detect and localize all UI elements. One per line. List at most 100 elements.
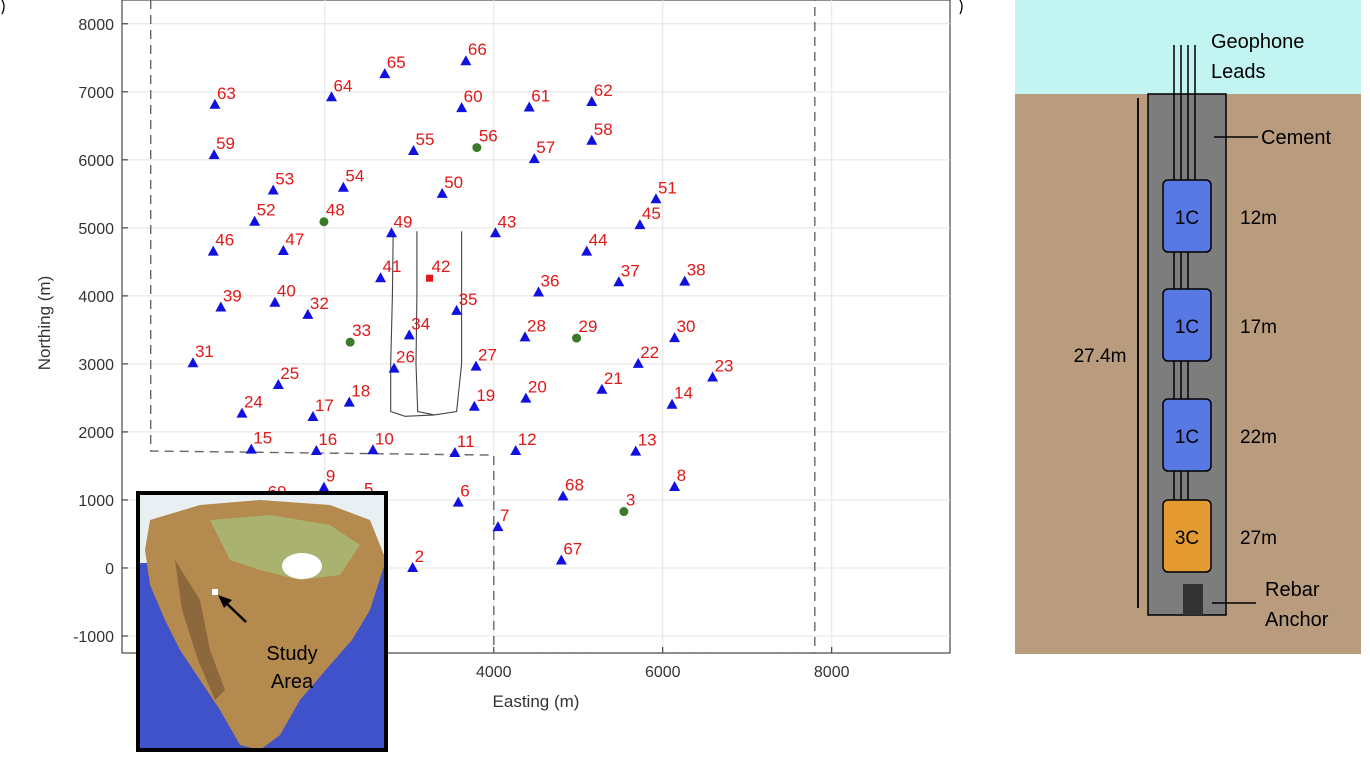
deep-station-marker bbox=[619, 507, 629, 517]
study-area-marker bbox=[212, 589, 218, 595]
x-tick-label: 6000 bbox=[645, 664, 681, 681]
study-region-outline bbox=[150, 0, 816, 654]
station-label: 50 bbox=[444, 173, 463, 192]
y-tick-label: 4000 bbox=[78, 289, 114, 306]
station-marker bbox=[555, 554, 567, 565]
y-tick-label: 7000 bbox=[78, 85, 114, 102]
station-marker bbox=[586, 134, 598, 145]
y-tick-label: 6000 bbox=[78, 153, 114, 170]
station-markers: 1245367891011121314151617181920212223242… bbox=[187, 40, 734, 572]
cropped-panel-letter-a bbox=[1, 0, 5, 15]
station-marker bbox=[310, 444, 322, 455]
station-marker bbox=[318, 481, 330, 492]
well-path bbox=[434, 231, 463, 416]
station-label: 66 bbox=[468, 40, 487, 59]
station-marker bbox=[630, 445, 642, 456]
station-marker bbox=[209, 98, 221, 109]
x-tick-label: 4000 bbox=[476, 664, 512, 681]
station-marker bbox=[520, 392, 532, 403]
inset-frame bbox=[136, 491, 388, 752]
station-label: 8 bbox=[677, 466, 686, 485]
station-label: 25 bbox=[280, 364, 299, 383]
station-marker bbox=[187, 357, 199, 368]
station-label: 54 bbox=[345, 167, 364, 186]
deep-station-marker bbox=[572, 333, 582, 343]
station-marker bbox=[470, 360, 482, 371]
station-label: 20 bbox=[528, 378, 547, 397]
station-marker bbox=[302, 308, 314, 319]
inset-lowlands bbox=[210, 515, 360, 580]
station-marker bbox=[669, 481, 681, 492]
station-label: 49 bbox=[394, 212, 413, 231]
station-label: 45 bbox=[642, 204, 661, 223]
station-label: 12 bbox=[518, 430, 537, 449]
inset-map: Study Area bbox=[136, 491, 388, 752]
station-label: 36 bbox=[541, 271, 560, 290]
station-marker bbox=[375, 272, 387, 283]
station-marker bbox=[523, 101, 535, 112]
station-marker bbox=[386, 227, 398, 238]
station-label: 67 bbox=[563, 539, 582, 558]
station-label: 61 bbox=[531, 86, 550, 105]
station-marker bbox=[267, 184, 279, 195]
station-marker bbox=[533, 286, 545, 297]
station-marker bbox=[492, 521, 504, 532]
y-tick-label: 8000 bbox=[78, 17, 114, 34]
station-label: 56 bbox=[479, 127, 498, 146]
station-marker bbox=[581, 245, 593, 256]
station-label: 37 bbox=[621, 261, 640, 280]
inset-mountains bbox=[175, 560, 225, 700]
station-label: 33 bbox=[352, 321, 371, 340]
station-label: 52 bbox=[257, 201, 276, 220]
station-marker bbox=[669, 332, 681, 343]
station-label: 22 bbox=[640, 343, 659, 362]
station-marker bbox=[468, 400, 480, 411]
station-marker bbox=[557, 490, 569, 501]
station-label: 38 bbox=[687, 261, 706, 280]
station-label: 29 bbox=[579, 317, 598, 336]
station-label: 32 bbox=[310, 294, 329, 313]
station-marker bbox=[407, 561, 419, 572]
y-tick-label: 0 bbox=[105, 561, 114, 578]
station-label: 34 bbox=[411, 314, 430, 333]
station-marker bbox=[407, 145, 419, 156]
study-area-arrowhead bbox=[218, 595, 232, 608]
station-marker bbox=[666, 398, 678, 409]
deep-station-marker bbox=[345, 337, 355, 347]
station-marker bbox=[277, 244, 289, 255]
station-marker bbox=[307, 410, 319, 421]
deep-station-marker bbox=[319, 217, 329, 227]
station-marker bbox=[707, 371, 719, 382]
station-label: 39 bbox=[223, 286, 242, 305]
station-marker bbox=[207, 245, 219, 256]
station-marker bbox=[528, 153, 540, 164]
x-axis-label: Easting (m) bbox=[493, 692, 580, 711]
station-marker bbox=[452, 496, 464, 507]
station-marker bbox=[460, 55, 472, 66]
station-label: 26 bbox=[396, 348, 415, 367]
station-label: 64 bbox=[334, 76, 353, 95]
station-marker bbox=[436, 187, 448, 198]
station-marker bbox=[596, 383, 608, 394]
station-marker bbox=[586, 96, 598, 107]
station-marker bbox=[632, 357, 644, 368]
deep-station-marker bbox=[472, 143, 482, 153]
station-label: 3 bbox=[626, 491, 635, 510]
well-path bbox=[390, 231, 435, 417]
y-axis-label: Northing (m) bbox=[35, 276, 54, 370]
station-label: 2 bbox=[415, 547, 424, 566]
station-label: 18 bbox=[351, 382, 370, 401]
station-marker bbox=[679, 275, 691, 286]
station-marker bbox=[208, 149, 220, 160]
region-boundary bbox=[150, 0, 816, 654]
station-label: 53 bbox=[275, 169, 294, 188]
station-label: 15 bbox=[253, 429, 272, 448]
station-marker bbox=[634, 219, 646, 230]
y-tick-label: 2000 bbox=[78, 425, 114, 442]
study-area-arrow bbox=[223, 600, 247, 623]
station-marker bbox=[510, 444, 522, 455]
station-marker bbox=[337, 181, 349, 192]
station-marker bbox=[613, 276, 625, 287]
station-label: 11 bbox=[457, 432, 475, 451]
